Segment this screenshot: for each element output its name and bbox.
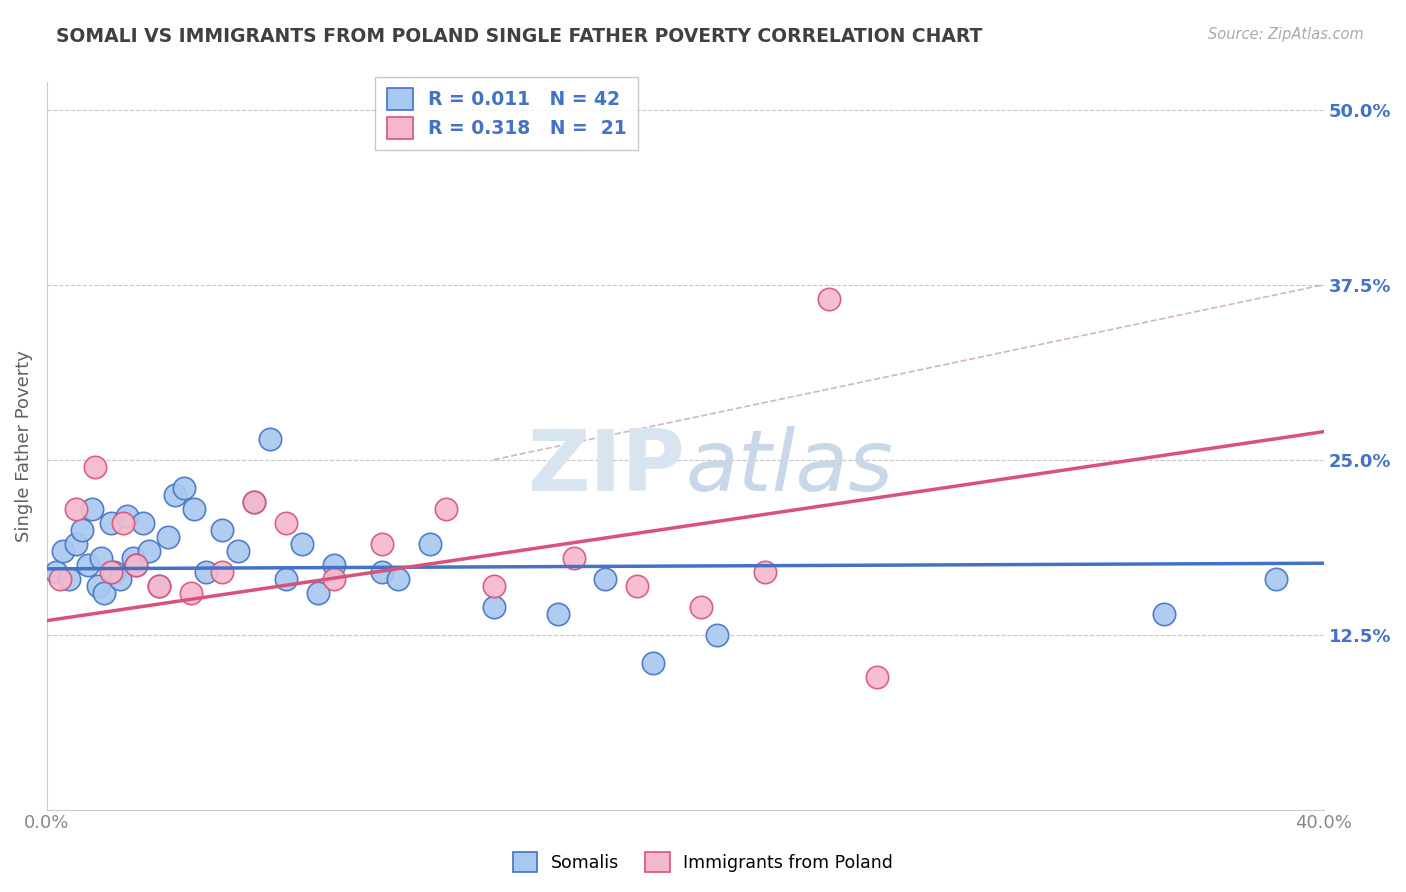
Text: SOMALI VS IMMIGRANTS FROM POLAND SINGLE FATHER POVERTY CORRELATION CHART: SOMALI VS IMMIGRANTS FROM POLAND SINGLE … <box>56 27 983 45</box>
Point <box>183 501 205 516</box>
Point <box>818 292 841 306</box>
Point <box>58 572 80 586</box>
Point <box>70 523 93 537</box>
Legend: Somalis, Immigrants from Poland: Somalis, Immigrants from Poland <box>506 845 900 879</box>
Point <box>100 516 122 530</box>
Point <box>115 508 138 523</box>
Point <box>626 579 648 593</box>
Point <box>138 543 160 558</box>
Point <box>276 516 298 530</box>
Point <box>291 536 314 550</box>
Point <box>595 572 617 586</box>
Point <box>52 543 75 558</box>
Point <box>125 558 148 572</box>
Point <box>307 585 329 599</box>
Point <box>259 432 281 446</box>
Point <box>371 536 394 550</box>
Point <box>180 585 202 599</box>
Y-axis label: Single Father Poverty: Single Father Poverty <box>15 350 32 541</box>
Point <box>65 536 87 550</box>
Point <box>387 572 409 586</box>
Point <box>323 572 346 586</box>
Point <box>243 494 266 508</box>
Point <box>173 481 195 495</box>
Point <box>211 523 233 537</box>
Point <box>1153 607 1175 621</box>
Point <box>83 459 105 474</box>
Point <box>323 558 346 572</box>
Point <box>243 494 266 508</box>
Point <box>48 572 70 586</box>
Point <box>87 579 110 593</box>
Point <box>690 599 713 614</box>
Point <box>80 501 103 516</box>
Point <box>866 670 889 684</box>
Point <box>547 607 569 621</box>
Point <box>157 530 180 544</box>
Point <box>419 536 441 550</box>
Point <box>228 543 250 558</box>
Point <box>90 550 112 565</box>
Point <box>77 558 100 572</box>
Text: Source: ZipAtlas.com: Source: ZipAtlas.com <box>1208 27 1364 42</box>
Point <box>195 565 218 579</box>
Point <box>122 550 145 565</box>
Point <box>1264 572 1286 586</box>
Text: atlas: atlas <box>685 426 893 509</box>
Point <box>643 656 665 670</box>
Point <box>562 550 585 565</box>
Point <box>131 516 153 530</box>
Point <box>103 565 125 579</box>
Point <box>148 579 170 593</box>
Point <box>93 585 115 599</box>
Point <box>110 572 132 586</box>
Point <box>482 599 505 614</box>
Point <box>125 558 148 572</box>
Point <box>371 565 394 579</box>
Point <box>706 627 728 641</box>
Point <box>211 565 233 579</box>
Point <box>112 516 135 530</box>
Point <box>100 565 122 579</box>
Text: ZIP: ZIP <box>527 426 685 509</box>
Point <box>482 579 505 593</box>
Point <box>45 565 67 579</box>
Legend: R = 0.011   N = 42, R = 0.318   N =  21: R = 0.011 N = 42, R = 0.318 N = 21 <box>375 77 638 150</box>
Point <box>754 565 776 579</box>
Point <box>65 501 87 516</box>
Point <box>276 572 298 586</box>
Point <box>434 501 457 516</box>
Point <box>163 488 186 502</box>
Point <box>148 579 170 593</box>
